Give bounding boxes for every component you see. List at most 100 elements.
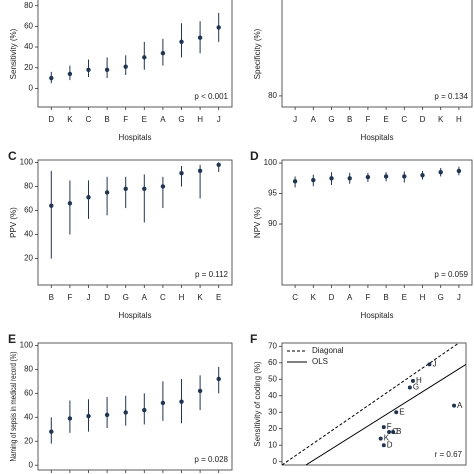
- y-tick-label: 100: [264, 158, 278, 167]
- x-tick-label: B: [104, 115, 109, 124]
- point: [67, 201, 73, 206]
- y-tick-label: 0: [273, 457, 278, 466]
- annotation: p < 0.001: [194, 92, 228, 101]
- x-tick-label: C: [292, 293, 298, 302]
- annotation: p = 0.134: [434, 92, 468, 101]
- point-label: K: [384, 434, 390, 443]
- point: [123, 64, 128, 69]
- x-tick-label: H: [420, 293, 426, 302]
- y-tick-label: 40: [24, 230, 33, 239]
- x-tick-label: D: [329, 293, 335, 302]
- point: [86, 195, 91, 200]
- y-axis-label: PPV (%): [9, 207, 18, 238]
- y-axis-label: Naming of sepsis in medical record (%): [9, 351, 18, 461]
- point: [216, 376, 221, 382]
- x-tick-label: E: [383, 115, 388, 124]
- x-tick-label: H: [179, 293, 185, 302]
- y-tick-label: 10: [268, 440, 277, 449]
- x-tick-label: F: [123, 115, 128, 124]
- point: [378, 436, 383, 441]
- point: [160, 184, 166, 189]
- point: [391, 430, 396, 435]
- y-tick-label: 80: [268, 91, 277, 100]
- y-axis-label: NPV (%): [253, 207, 262, 238]
- x-tick-label: H: [456, 115, 462, 124]
- point: [381, 443, 386, 448]
- y-tick-label: 40: [268, 391, 277, 400]
- ols-line: [305, 364, 466, 465]
- x-tick-label: C: [86, 115, 92, 124]
- y-tick-label: 80: [24, 1, 33, 10]
- x-tick-label: G: [328, 115, 334, 124]
- y-tick-label: 80: [24, 364, 33, 373]
- x-axis-label: Hospitals: [119, 311, 152, 320]
- point-label: G: [413, 383, 419, 392]
- x-tick-label: K: [438, 115, 444, 124]
- plot-frame: [37, 342, 233, 471]
- plot-frame: [281, 159, 473, 286]
- point: [104, 412, 110, 418]
- y-tick-label: 60: [24, 388, 33, 397]
- point: [427, 362, 432, 367]
- point: [104, 190, 110, 195]
- y-tick-label: 60: [24, 206, 33, 215]
- y-tick-label: 20: [24, 63, 33, 72]
- x-tick-label: E: [142, 115, 147, 124]
- annotation: p = 0.028: [194, 455, 228, 464]
- panel-letter: F: [250, 332, 257, 346]
- y-tick-label: 100: [20, 158, 34, 167]
- x-tick-label: K: [311, 293, 317, 302]
- point: [216, 25, 221, 30]
- x-tick-label: A: [311, 115, 317, 124]
- x-tick-label: E: [402, 293, 407, 302]
- y-tick-label: 60: [24, 21, 33, 30]
- point: [438, 169, 443, 175]
- point-label: F: [387, 422, 392, 431]
- x-tick-label: J: [87, 293, 91, 302]
- point-label: D: [387, 440, 393, 449]
- y-tick-label: 20: [24, 436, 33, 445]
- point: [142, 55, 147, 60]
- point: [197, 388, 203, 394]
- legend-label: Diagonal: [312, 346, 344, 355]
- x-tick-label: C: [160, 293, 166, 302]
- y-axis-label: Sensitivity of coding (%): [253, 361, 262, 447]
- x-tick-label: E: [216, 293, 221, 302]
- y-tick-label: 80: [24, 182, 33, 191]
- point: [179, 399, 184, 404]
- x-tick-label: G: [123, 293, 129, 302]
- point: [407, 385, 412, 390]
- y-axis-label: Specificity (%): [253, 28, 262, 79]
- x-tick-label: J: [217, 115, 221, 124]
- point: [49, 75, 54, 81]
- point: [456, 168, 462, 174]
- x-tick-label: D: [48, 115, 54, 124]
- y-tick-label: 30: [268, 407, 277, 416]
- point: [365, 174, 371, 180]
- x-tick-label: D: [420, 115, 426, 124]
- plot-frame: [281, 0, 473, 108]
- point: [381, 425, 386, 430]
- x-tick-label: G: [438, 293, 444, 302]
- point: [292, 179, 298, 184]
- x-tick-label: F: [365, 293, 370, 302]
- point: [142, 407, 147, 413]
- y-tick-label: 100: [20, 341, 34, 350]
- point: [311, 177, 316, 183]
- point: [123, 186, 128, 192]
- x-tick-label: K: [197, 293, 203, 302]
- annotation: p = 0.059: [434, 270, 468, 279]
- point-label: A: [457, 401, 463, 410]
- point: [347, 176, 352, 181]
- x-axis-label: Hospitals: [119, 133, 152, 142]
- legend-label: OLS: [312, 357, 328, 366]
- x-tick-label: B: [383, 293, 388, 302]
- point: [86, 67, 91, 72]
- point: [394, 410, 399, 415]
- x-tick-label: K: [67, 115, 73, 124]
- y-tick-label: 20: [268, 424, 277, 433]
- point: [452, 403, 457, 408]
- point: [49, 429, 54, 434]
- point-label: E: [399, 407, 404, 416]
